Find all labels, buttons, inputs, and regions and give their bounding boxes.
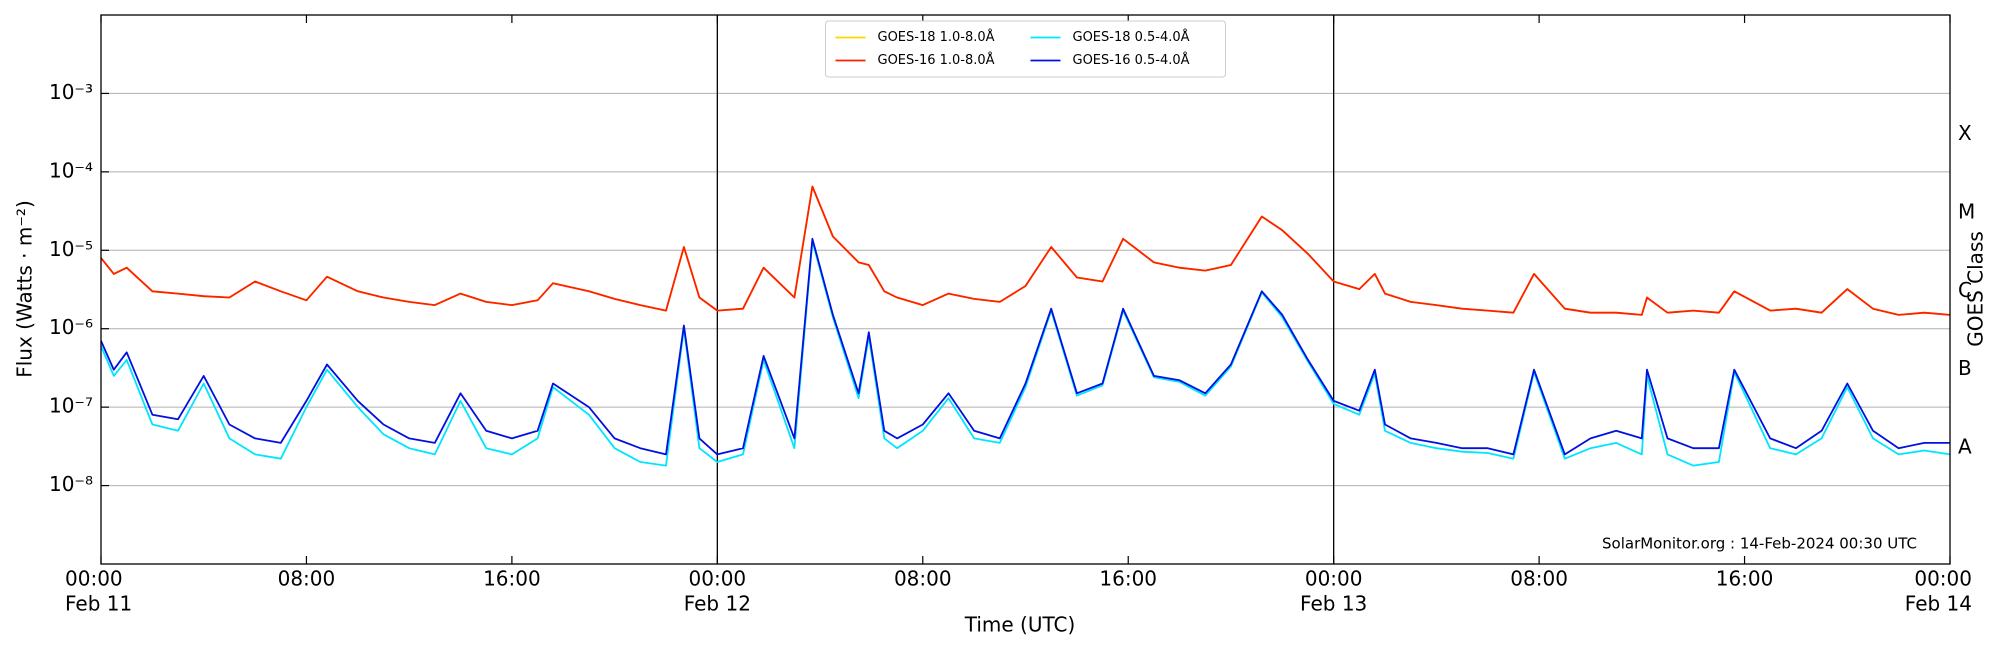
y-tick-label: 10⁻³ xyxy=(49,80,93,104)
plot-frame xyxy=(100,14,1951,565)
x-tick-label: 16:00 xyxy=(1716,567,1774,591)
x-date-label: Feb 14 xyxy=(1905,592,1972,616)
x-date-label: Feb 12 xyxy=(684,592,751,616)
x-tick-label: 00:00 xyxy=(1305,567,1363,591)
series-line xyxy=(100,237,1950,456)
annotation: SolarMonitor.org : 14-Feb-2024 00:30 UTC xyxy=(1602,535,1917,553)
x-tick-label: 00:00 xyxy=(1914,567,1972,591)
x-tick-label: 16:00 xyxy=(1099,567,1157,591)
x-tick-label: 08:00 xyxy=(894,567,952,591)
y-tick-label: 10⁻⁵ xyxy=(49,237,93,261)
legend-label: GOES-16 1.0-8.0Å xyxy=(878,52,995,68)
x-date-label: Feb 11 xyxy=(65,592,132,616)
x-tick-label: 16:00 xyxy=(483,567,541,591)
legend: GOES-18 1.0-8.0Å GOES-16 1.0-8.0Å GOES-18 … xyxy=(825,20,1226,78)
y-tick-label: 10⁻⁸ xyxy=(49,472,93,496)
legend-label: GOES-16 0.5-4.0Å xyxy=(1073,52,1190,68)
x-tick-label: 08:00 xyxy=(278,567,336,591)
class-label: X xyxy=(1958,121,1972,145)
y-tick-label: 10⁻⁷ xyxy=(49,394,93,418)
y-tick-label: 10⁻⁴ xyxy=(49,158,93,182)
legend-label: GOES-18 0.5-4.0Å xyxy=(1073,29,1190,45)
x-tick-label: 08:00 xyxy=(1510,567,1568,591)
class-label: M xyxy=(1958,199,1975,223)
class-label: B xyxy=(1958,356,1972,380)
series-line xyxy=(100,185,1951,316)
x-axis-label: Time (UTC) xyxy=(964,613,1076,637)
series-line xyxy=(100,240,1951,467)
y2-axis-label: GOES Class xyxy=(1964,231,1988,347)
x-date-label: Feb 13 xyxy=(1300,592,1367,616)
x-tick-label: 00:00 xyxy=(689,567,747,591)
y-tick-label: 10⁻⁶ xyxy=(49,315,93,339)
y-axis-label: Flux (Watts · m⁻²) xyxy=(13,200,37,378)
x-tick-label: 00:00 xyxy=(65,567,123,591)
class-label: C xyxy=(1958,278,1972,302)
legend-box xyxy=(825,20,1226,78)
legend-label: GOES-18 1.0-8.0Å xyxy=(878,29,995,45)
class-label: A xyxy=(1958,435,1972,459)
